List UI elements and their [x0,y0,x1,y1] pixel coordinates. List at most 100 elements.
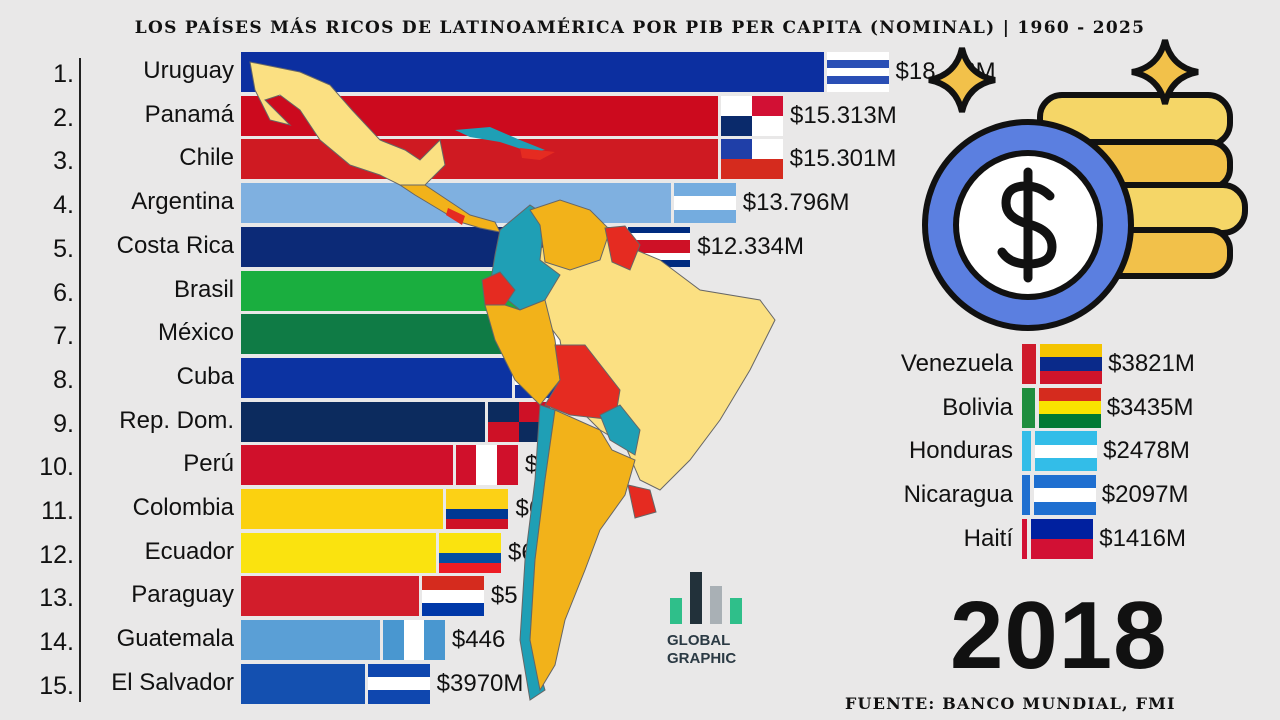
rank-number: 11. [41,497,74,525]
flag-icon [421,576,484,617]
bar [241,576,419,617]
bar [1022,475,1030,516]
category-label: El Salvador [111,668,234,696]
source-note: FUENTE: BANCO MUNDIAL, FMI [845,694,1176,713]
map-guyanas [604,225,641,271]
rank-number: 6. [53,278,74,307]
flag-icon [455,445,518,486]
bar [241,357,512,398]
value-label: $3435M [1106,393,1194,421]
flag-icon [367,663,430,704]
year-label: 2018 [950,582,1168,689]
flag-icon [438,532,501,573]
dollar-sign-icon [997,167,1057,283]
map-central-america [398,184,501,233]
flag-icon [720,139,783,180]
axis-line [79,58,81,702]
flag-icon [673,183,736,224]
value-label: $13.796M [742,189,850,217]
flag-icon [826,52,889,92]
value-label: $1416M [1099,524,1186,552]
map-argentina [529,409,636,692]
bar [241,489,444,529]
rank-number: 5. [53,234,74,263]
category-label: México [157,319,234,347]
flag-icon [446,489,509,529]
logo-line2: GRAPHIC [667,650,737,667]
chart-title: LOS PAÍSES MÁS RICOS DE LATINOAMÉRICA PO… [134,18,1146,38]
map-uruguay [627,484,657,519]
category-label: Cuba [176,362,234,390]
rank-number: 7. [53,322,74,351]
value-label: $2097M [1101,481,1189,509]
rank-number: 12. [39,540,74,569]
rank-number: 9. [53,409,74,438]
value-label: $3970M [436,669,524,697]
category-label: Venezuela [900,350,1013,377]
flag-icon [1040,344,1103,384]
rank-number: 1. [53,60,74,88]
category-label: Nicaragua [903,481,1013,509]
category-label: Uruguay [143,57,234,84]
bar [241,620,380,661]
category-label: Ecuador [144,537,234,565]
sparkle-icon [1131,39,1199,105]
rank-number: 10. [39,453,74,482]
category-label: Perú [183,450,234,478]
value-label: $15.313M [789,101,897,129]
map-hispaniola [520,148,555,160]
flag-icon [720,95,783,136]
category-label: Guatemala [116,625,234,653]
bar [1022,518,1028,559]
rank-number: 3. [53,147,74,176]
flag-icon [1038,387,1101,428]
rank-number: 15. [39,671,74,700]
bar [241,270,522,311]
bar [241,314,519,355]
value-label: $446 [451,626,506,654]
value-label: $12.334M [697,232,804,260]
map-venezuela [529,199,611,271]
rank-number: 2. [53,103,74,132]
bar [1022,344,1037,384]
map-costa-rica [446,208,465,225]
flag-icon [1033,475,1096,516]
value-label: $3821M [1108,350,1195,377]
bar [241,139,718,180]
category-label: Bolivia [942,393,1013,421]
bar [241,445,453,486]
category-label: Rep. Dom. [119,406,234,434]
rank-number: 4. [53,191,74,220]
category-label: Argentina [131,188,234,216]
value-label: $ [524,451,539,479]
sparkle-icon [928,47,996,113]
category-label: Colombia [132,494,234,521]
flag-icon [1031,518,1094,559]
map-ecuador [481,271,516,306]
rank-number: 8. [53,365,74,394]
bar [241,52,824,92]
category-label: Panamá [144,100,234,128]
flag-icon [1035,431,1098,472]
category-label: Paraguay [131,581,234,609]
value-label: $15.301M [789,145,897,173]
category-label: Honduras [908,437,1013,465]
rank-number: 13. [39,584,74,613]
bar [1022,431,1032,472]
category-label: Costa Rica [116,231,234,259]
category-label: Chile [179,144,234,172]
value-label: $2478M [1103,437,1190,465]
category-label: Brasil [173,275,234,303]
map-bolivia [544,344,621,421]
flag-icon [382,620,445,661]
bar [241,532,436,573]
bar [1022,387,1035,428]
bar [241,401,485,442]
map-paraguay [599,404,641,456]
category-label: Haití [963,524,1013,552]
map-cuba [455,127,545,152]
logo-text: GLOBAL GRAPHIC [667,632,736,668]
rank-number: 14. [39,628,74,657]
